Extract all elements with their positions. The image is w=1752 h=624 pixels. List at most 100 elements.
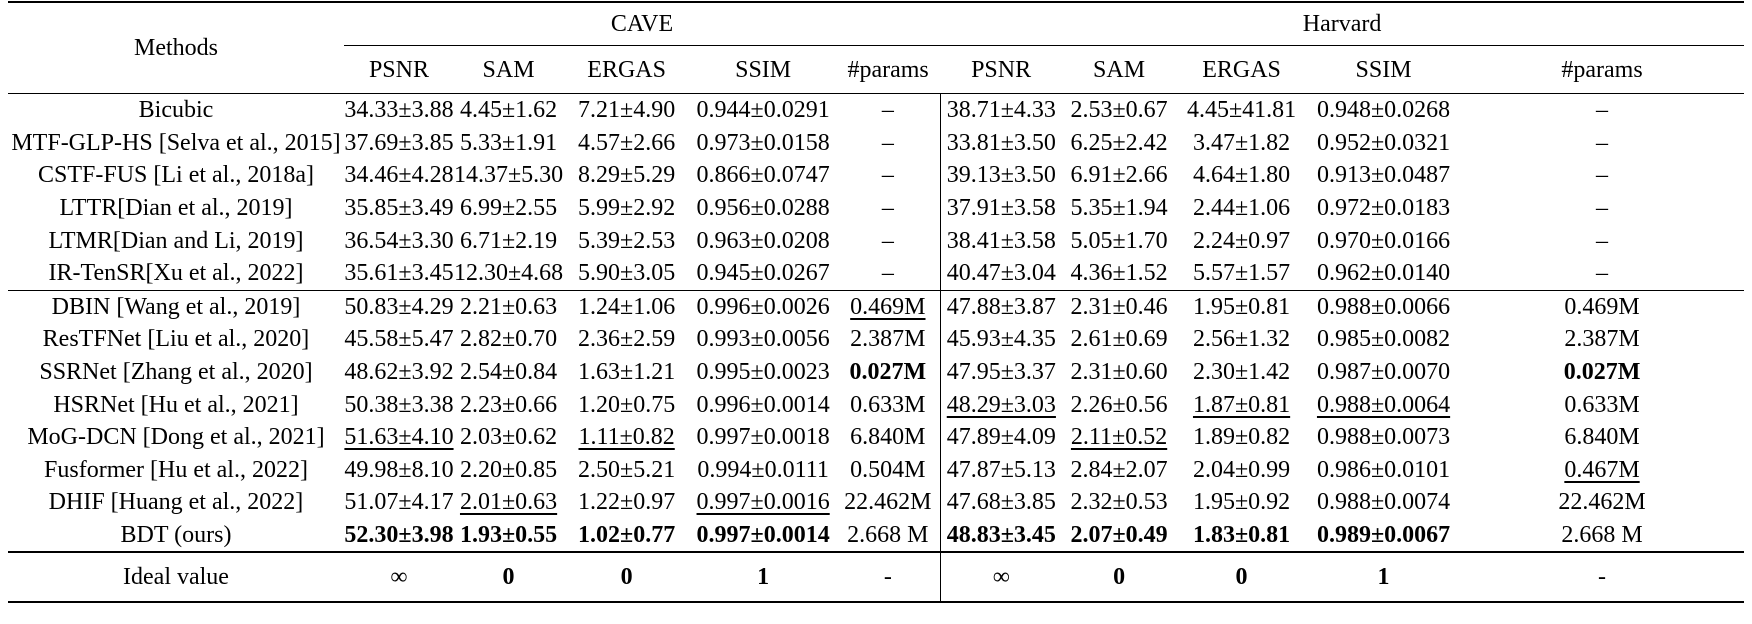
metric-value: 50.38±3.38 <box>344 388 454 421</box>
value-text: - <box>883 564 892 591</box>
value-text: 0 <box>1235 564 1248 591</box>
metric-value: 2.03±0.62 <box>454 421 563 454</box>
metric-value: 0 <box>1176 551 1308 604</box>
table-row: Ideal value ∞ 0 0 1 - ∞ 0 0 1 - <box>8 551 1744 604</box>
value-text: 0.996±0.0014 <box>696 391 830 418</box>
value-text: 0.469M <box>850 293 926 320</box>
table-body: Methods CAVE Harvard PSNR SAM ERGAS SSIM… <box>8 1 1744 604</box>
value-text: 0.948±0.0268 <box>1316 97 1451 124</box>
value-text: ∞ <box>992 564 1010 591</box>
value-text: – <box>881 195 894 222</box>
value-text: 49.98±8.10 <box>344 456 454 483</box>
metric-value: 0.988±0.0066 <box>1307 289 1461 324</box>
value-text: 2.21±0.63 <box>459 293 558 320</box>
metric-value: 0 <box>1062 551 1177 604</box>
value-text: 0.988±0.0064 <box>1316 391 1451 418</box>
metric-value: 47.87±5.13 <box>939 453 1063 487</box>
table-row: Fusformer [Hu et al., 2022] 49.98±8.10 2.2… <box>8 453 1744 487</box>
value-text: 0.970±0.0166 <box>1316 227 1451 254</box>
table-row: DBIN [Wang et al., 2019] 50.83±4.29 2.21±0… <box>8 289 1744 324</box>
value-text: 1.95±0.81 <box>1192 293 1291 320</box>
metric-value: 0.633M <box>1460 388 1744 421</box>
table-row: Bicubic 34.33±3.88 4.45±1.62 7.21±4.90 0.944… <box>8 92 1744 127</box>
value-text: 2.11±0.52 <box>1070 424 1168 451</box>
table-row: CSTF-FUS [Li et al., 2018a] 34.46±4.28 14.… <box>8 159 1744 192</box>
metric-value: 1.93±0.55 <box>454 519 563 553</box>
metric-value: - <box>1460 551 1744 604</box>
value-text: – <box>881 129 894 156</box>
group-header-row: Methods CAVE Harvard <box>8 1 1744 94</box>
value-text: 2.36±2.59 <box>578 326 676 353</box>
metric-value: 1.11±0.82 <box>563 421 690 454</box>
value-text: 4.36±1.52 <box>1070 260 1168 287</box>
metric-value: 2.668 M <box>836 519 940 553</box>
metric-header: SAM <box>1093 56 1146 83</box>
value-text: 0.994±0.0111 <box>697 456 829 483</box>
metric-value: 5.57±1.57 <box>1176 257 1307 290</box>
metric-value: 48.29±3.03 <box>939 388 1063 421</box>
value-text: 0.027M <box>849 359 927 386</box>
value-text: – <box>1596 227 1609 254</box>
table-row: MoG-DCN [Dong et al., 2021] 51.63±4.10 2.0… <box>8 420 1744 454</box>
value-text: 0 <box>502 564 515 591</box>
value-text: 5.35±1.94 <box>1070 195 1168 222</box>
metric-value: 35.61±3.45 <box>344 257 454 290</box>
metric-value: 38.41±3.58 <box>939 224 1063 257</box>
value-text: – <box>881 162 894 189</box>
value-text: 45.58±5.47 <box>344 326 454 353</box>
value-text: 0.944±0.0291 <box>696 97 830 124</box>
metric-header: #params <box>1561 56 1643 83</box>
metric-value: 0.997±0.0014 <box>690 519 836 553</box>
metric-value: 5.35±1.94 <box>1062 192 1176 225</box>
value-text: 47.95±3.37 <box>946 359 1056 386</box>
value-text: 2.50±5.21 <box>578 456 676 483</box>
value-text: 12.30±4.68 <box>453 260 564 287</box>
value-text: 1.11±0.82 <box>578 424 675 451</box>
value-text: 35.85±3.49 <box>344 195 454 222</box>
value-text: 0.973±0.0158 <box>696 129 830 156</box>
value-text: 5.05±1.70 <box>1070 227 1168 254</box>
metric-value: – <box>836 127 940 160</box>
value-text: 22.462M <box>844 489 932 516</box>
metric-value: 0.866±0.0747 <box>690 159 836 192</box>
value-text: 0.985±0.0082 <box>1316 326 1451 353</box>
table-row: LTMR[Dian and Li, 2019] 36.54±3.30 6.71±2.… <box>8 224 1744 257</box>
value-text: – <box>1596 260 1609 287</box>
value-text: 1.63±1.21 <box>578 359 676 386</box>
value-text: 0.633M <box>1564 391 1640 418</box>
metric-value: 48.83±3.45 <box>939 518 1063 553</box>
metric-header: SSIM <box>735 56 792 83</box>
metric-value: 6.99±2.55 <box>454 192 563 225</box>
value-text: 39.13±3.50 <box>946 162 1056 189</box>
value-text: 38.41±3.58 <box>946 227 1056 254</box>
metric-value: 2.07±0.49 <box>1062 519 1176 553</box>
metric-value: 0.469M <box>1460 289 1744 324</box>
value-text: 37.69±3.85 <box>344 129 454 156</box>
method-name: MTF-GLP-HS [Selva et al., 2015] <box>11 129 341 156</box>
metric-value: 36.54±3.30 <box>344 224 454 257</box>
value-text: 48.62±3.92 <box>344 359 454 386</box>
value-text: 5.99±2.92 <box>578 195 676 222</box>
metric-value: 0.504M <box>836 454 940 487</box>
method-name: ResTFNet [Liu et al., 2020] <box>42 326 310 353</box>
metric-header: SSIM <box>1355 56 1412 83</box>
metric-value: 0.972±0.0183 <box>1307 192 1460 225</box>
value-text: 0.996±0.0026 <box>696 293 830 320</box>
metric-value: 2.31±0.60 <box>1062 356 1176 389</box>
value-text: 0.997±0.0016 <box>696 489 830 516</box>
metric-value: ∞ <box>939 551 1063 604</box>
value-text: 47.68±3.85 <box>946 489 1056 516</box>
method-name: LTMR[Dian and Li, 2019] <box>48 227 304 254</box>
value-text: 48.83±3.45 <box>946 522 1056 549</box>
metric-value: 2.30±1.42 <box>1176 356 1307 389</box>
table-row: IR-TenSR[Xu et al., 2022] 35.61±3.45 12.30… <box>8 256 1744 291</box>
metric-value: 0.989±0.0067 <box>1307 519 1460 553</box>
value-text: 2.387M <box>1564 326 1640 353</box>
metric-value: 1.87±0.81 <box>1176 388 1307 421</box>
method-name: MoG-DCN [Dong et al., 2021] <box>27 424 325 451</box>
table-row: MTF-GLP-HS [Selva et al., 2015] 37.69±3.8… <box>8 126 1744 160</box>
metric-value: 6.91±2.66 <box>1062 159 1176 192</box>
metric-value: 0.994±0.0111 <box>690 454 836 487</box>
metric-value: 5.33±1.91 <box>454 127 563 160</box>
metric-value: 1.24±1.06 <box>563 289 691 324</box>
